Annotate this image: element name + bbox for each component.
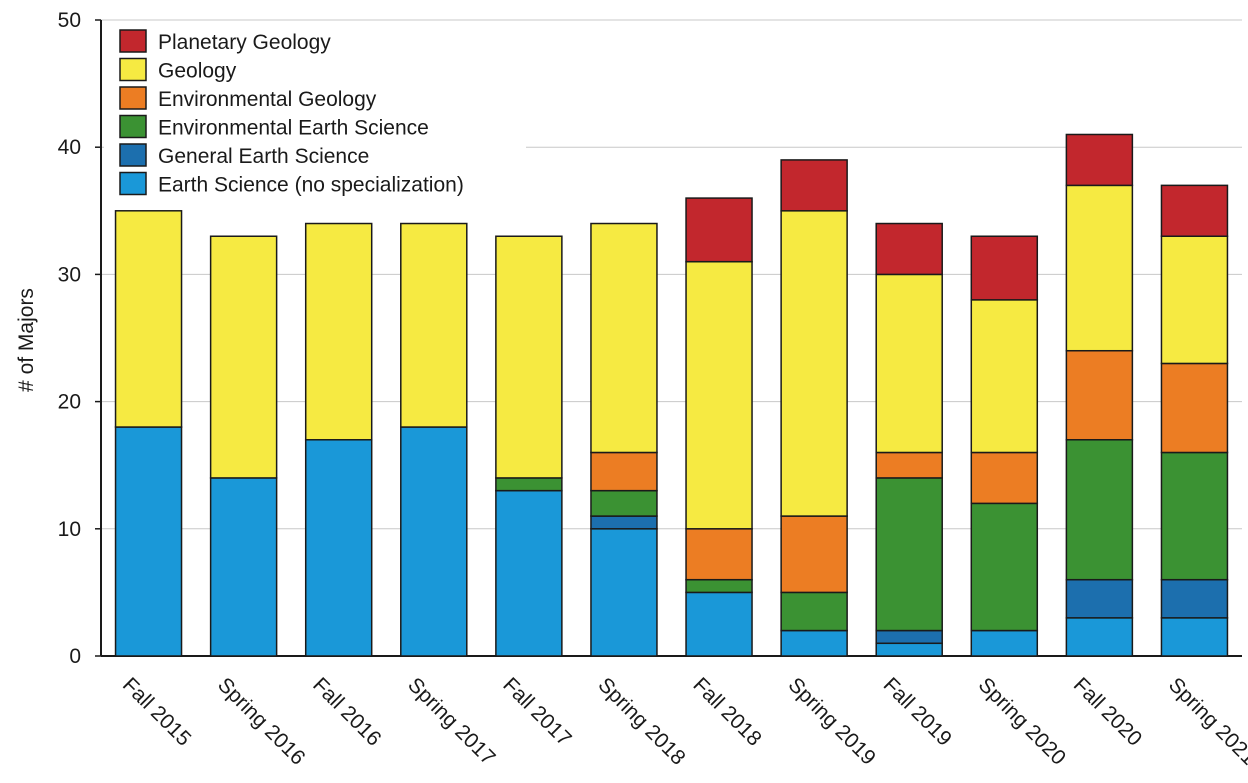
x-tick-label: Spring 2019 bbox=[784, 673, 880, 769]
bar-segment bbox=[590, 528, 658, 657]
x-tick-label: Fall 2019 bbox=[879, 673, 956, 750]
bar-segment bbox=[685, 197, 753, 263]
bar-segment bbox=[400, 222, 468, 428]
bar-segment bbox=[1065, 184, 1134, 352]
bar-segment bbox=[875, 273, 943, 454]
bar-segment bbox=[1065, 578, 1134, 619]
bar-segment bbox=[685, 591, 753, 657]
bar-segment bbox=[970, 502, 1039, 632]
bar-segment bbox=[114, 426, 183, 657]
bar-segment bbox=[875, 642, 943, 657]
bar-segment bbox=[590, 489, 658, 517]
bar-segment bbox=[1065, 617, 1134, 657]
legend-label: Planetary Geology bbox=[158, 31, 331, 54]
y-tick-label: 40 bbox=[58, 136, 81, 159]
bar-segment bbox=[209, 235, 278, 479]
y-tick-label: 0 bbox=[69, 645, 81, 668]
bar-segment bbox=[780, 591, 848, 632]
bar-segment bbox=[495, 489, 563, 657]
bar-segment bbox=[875, 629, 943, 645]
bar-segment bbox=[970, 451, 1039, 505]
bar-segment bbox=[875, 477, 943, 632]
legend-swatch bbox=[119, 57, 147, 82]
bar-segment bbox=[970, 235, 1039, 301]
bar-segment bbox=[400, 426, 468, 657]
bar-segment bbox=[1160, 617, 1229, 657]
bar-segment bbox=[685, 528, 753, 581]
legend-swatch bbox=[119, 171, 147, 196]
bar-segment bbox=[304, 222, 373, 441]
legend-swatch bbox=[119, 86, 147, 110]
legend-label: General Earth Science bbox=[158, 145, 369, 168]
y-tick-label: 10 bbox=[58, 518, 81, 541]
bar-segment bbox=[590, 451, 658, 492]
bar-segment bbox=[970, 299, 1039, 454]
bar-segment bbox=[1065, 133, 1134, 187]
legend-label: Earth Science (no specialization) bbox=[158, 174, 464, 197]
legend-label: Environmental Geology bbox=[158, 88, 377, 111]
bar-segment bbox=[1160, 578, 1229, 619]
bar-layer bbox=[114, 133, 1229, 657]
bar-segment bbox=[1065, 349, 1134, 441]
bar-segment bbox=[114, 210, 183, 428]
x-tick-label: Spring 2021 bbox=[1164, 673, 1248, 769]
x-tick-label: Spring 2016 bbox=[213, 673, 309, 769]
x-tick-label: Fall 2016 bbox=[308, 673, 385, 750]
x-tick-label: Spring 2018 bbox=[593, 673, 689, 769]
bar-segment bbox=[495, 477, 563, 492]
bar-segment bbox=[209, 477, 278, 657]
legend-swatch bbox=[119, 29, 147, 53]
legend: Planetary Geology Geology Environmental Ge… bbox=[104, 22, 526, 207]
bar-segment bbox=[970, 629, 1039, 657]
bar-segment bbox=[875, 451, 943, 479]
legend-label: Environmental Earth Science bbox=[158, 117, 429, 140]
bar-segment bbox=[780, 159, 848, 212]
bar-segment bbox=[685, 578, 753, 594]
bar-segment bbox=[1160, 362, 1229, 454]
x-tick-label: Spring 2017 bbox=[403, 673, 499, 769]
bar-segment bbox=[1160, 235, 1229, 365]
legend-swatch bbox=[119, 143, 147, 167]
x-tick-label: Fall 2020 bbox=[1069, 673, 1146, 750]
bar-segment bbox=[780, 629, 848, 657]
x-tick-label: Fall 2017 bbox=[498, 673, 575, 750]
x-tick-label: Spring 2020 bbox=[974, 673, 1070, 769]
y-axis-label: # of Majors bbox=[15, 288, 38, 392]
bar-segment bbox=[875, 222, 943, 276]
x-tick-label: Fall 2018 bbox=[689, 673, 766, 750]
bar-segment bbox=[1160, 184, 1229, 237]
bar-segment bbox=[1065, 439, 1134, 581]
y-tick-label: 50 bbox=[58, 9, 81, 32]
bar-segment bbox=[304, 439, 373, 657]
bar-segment bbox=[780, 210, 848, 517]
y-tick-label: 30 bbox=[58, 263, 81, 286]
bar-segment bbox=[1160, 451, 1229, 581]
y-tick-label: 20 bbox=[58, 391, 81, 414]
bar-segment bbox=[590, 515, 658, 530]
bar-segment bbox=[495, 235, 563, 479]
legend-label: Geology bbox=[158, 60, 237, 83]
bar-segment bbox=[685, 260, 753, 530]
x-tick-label: Fall 2015 bbox=[118, 673, 195, 750]
legend-swatch bbox=[119, 114, 147, 139]
bar-segment bbox=[590, 222, 658, 454]
bar-segment bbox=[780, 515, 848, 594]
legend-background bbox=[104, 22, 526, 207]
